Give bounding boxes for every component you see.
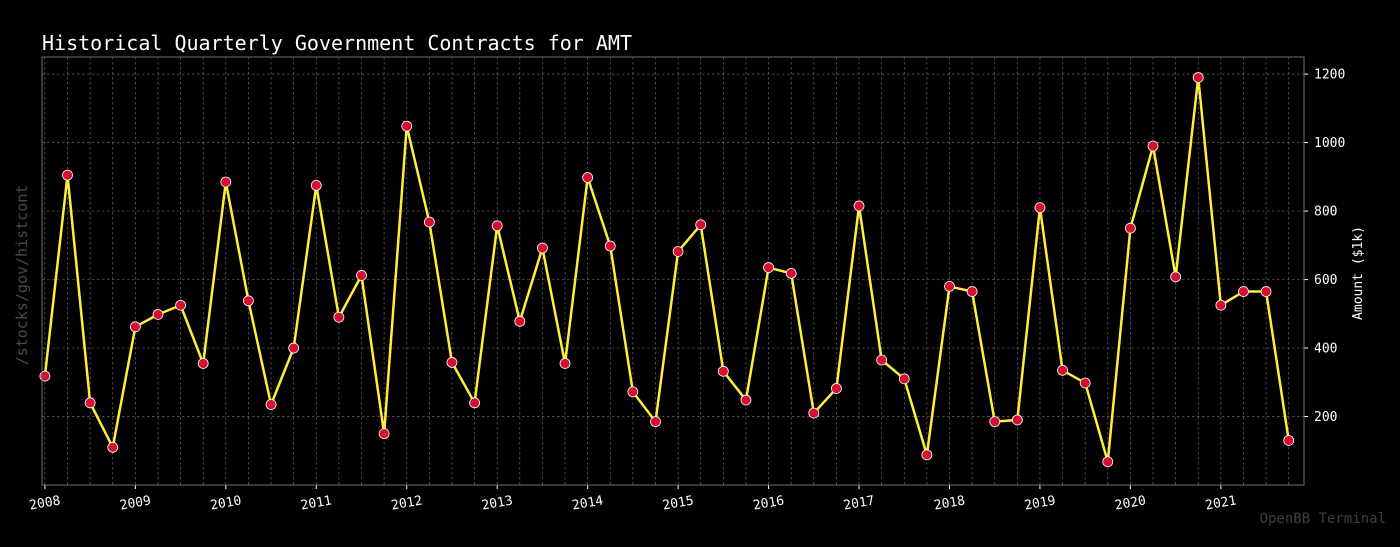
data-point (627, 386, 639, 398)
data-point (876, 354, 888, 366)
data-point (469, 397, 480, 409)
data-point (717, 365, 729, 377)
x-tick-label: 2019 (1023, 493, 1056, 513)
data-point (537, 242, 548, 254)
data-points (39, 72, 1295, 468)
data-point (763, 262, 774, 273)
y-tick-label: 1200 (1314, 68, 1345, 83)
x-tick-label: 2020 (1114, 493, 1147, 513)
data-point (152, 309, 164, 320)
data-point (1215, 299, 1227, 311)
data-point (582, 172, 594, 183)
command-path-label: /stocks/gov/histcont (13, 185, 31, 366)
data-point (243, 295, 254, 307)
x-tick-label: 2008 (28, 493, 61, 513)
x-axis-ticks: 2008 2009 2010 2011 2012 2013 2014 2015 2016 2017… (28, 485, 1238, 514)
data-point (1238, 286, 1249, 297)
y-tick-label: 200 (1314, 410, 1337, 425)
x-tick-label: 2015 (661, 493, 694, 513)
data-point (559, 358, 571, 369)
data-point (1147, 140, 1159, 152)
data-point (62, 169, 73, 181)
chart-title: Historical Quarterly Government Contract… (42, 31, 632, 55)
data-point (220, 176, 232, 188)
data-point (966, 286, 978, 297)
y-tick-label: 800 (1314, 205, 1337, 220)
data-point (423, 216, 435, 228)
data-point (491, 220, 503, 232)
data-point (831, 383, 842, 394)
data-point (1079, 377, 1091, 389)
data-point (989, 416, 1001, 428)
data-point (310, 179, 322, 191)
data-point (921, 449, 933, 461)
data-point (378, 428, 390, 440)
y-axis-ticks: 200 400 600 800 1000 1200 (1304, 68, 1345, 425)
series-line (43, 76, 1290, 463)
y-tick-label: 400 (1314, 342, 1337, 357)
data-point (853, 200, 865, 212)
data-point (1057, 364, 1068, 376)
data-point (785, 267, 797, 279)
y-axis-label: Amount ($1k) (1351, 226, 1366, 320)
data-point (695, 219, 707, 231)
data-point (356, 270, 367, 281)
data-point (1125, 222, 1136, 234)
x-tick-label: 2018 (933, 493, 966, 513)
data-point (333, 311, 345, 323)
data-point (604, 240, 616, 252)
x-tick-label: 2012 (390, 493, 423, 513)
data-point (129, 321, 141, 333)
data-point (1170, 271, 1182, 283)
y-tick-label: 600 (1314, 273, 1337, 288)
x-tick-label: 2016 (752, 493, 785, 513)
data-point (944, 281, 955, 292)
grid (42, 57, 1304, 485)
x-tick-label: 2009 (119, 493, 152, 513)
data-point (446, 357, 458, 368)
brand-watermark: OpenBB Terminal (1260, 511, 1386, 527)
data-point (288, 342, 300, 354)
data-point (175, 299, 186, 311)
x-tick-label: 2013 (481, 493, 514, 513)
x-tick-label: 2014 (571, 493, 605, 513)
x-tick-label: 2021 (1204, 493, 1237, 513)
plot-frame (41, 56, 1305, 486)
data-point (1011, 414, 1023, 426)
data-point (401, 120, 413, 132)
data-point (1034, 202, 1046, 214)
x-tick-label: 2011 (300, 493, 333, 513)
data-point (1102, 456, 1114, 468)
data-point (1192, 72, 1204, 83)
data-point (808, 407, 820, 419)
data-point (107, 441, 119, 453)
data-point (197, 358, 209, 369)
data-point (898, 373, 910, 385)
data-point (740, 394, 752, 406)
y-tick-label: 1000 (1314, 136, 1345, 151)
x-tick-label: 2010 (209, 493, 242, 513)
data-point (514, 315, 526, 327)
data-point (650, 416, 661, 428)
data-point (39, 370, 51, 382)
data-point (84, 397, 96, 409)
x-tick-label: 2017 (842, 493, 875, 513)
data-point (1283, 435, 1295, 446)
data-point (265, 399, 277, 410)
data-point (1260, 286, 1272, 297)
data-point (672, 246, 684, 257)
